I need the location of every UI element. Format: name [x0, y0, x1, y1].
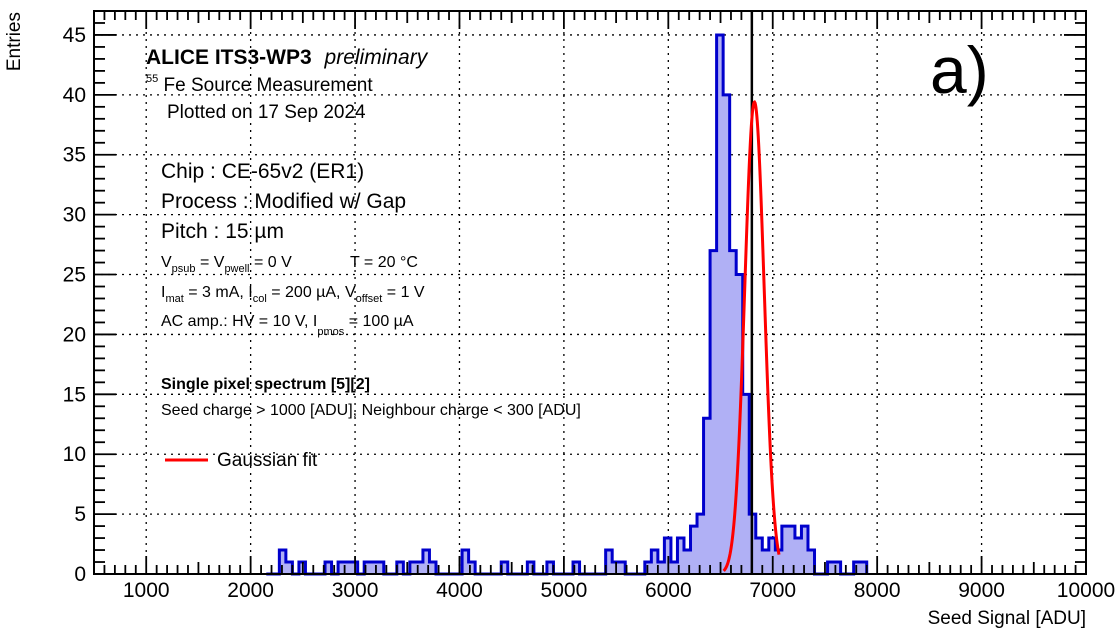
x-tick-label: 5000: [541, 579, 588, 602]
i-pmos-value: = 100 µA: [344, 313, 414, 330]
source-text: Fe Source Measurement: [164, 75, 374, 96]
pitch-label: Pitch : 15 µm: [161, 220, 284, 243]
y-axis-title: Entries: [4, 12, 25, 71]
x-tick-label: 9000: [958, 579, 1005, 602]
y-tick-label: 35: [63, 144, 86, 167]
x-tick-label: 7000: [749, 579, 796, 602]
i-col-sub: col: [253, 293, 267, 305]
ac-amp-label: AC amp.: HV = 10 V, I: [161, 313, 317, 330]
current-line: Imat = 3 mA, Icol = 200 µA, Voffset = 1 …: [161, 284, 425, 305]
y-tick-label: 45: [63, 24, 86, 47]
voltage-line: Vpsub = Vpwell = 0 V: [161, 254, 292, 275]
v-psub-sub: psub: [172, 263, 196, 275]
i-mat-sub: mat: [165, 293, 183, 305]
x-tick-label: 8000: [854, 579, 901, 602]
y-tick-label: 40: [63, 84, 86, 107]
i-col-value: = 200 µA, V: [267, 284, 356, 301]
plot-frame: [93, 10, 1087, 575]
spectrum-label: Single pixel spectrum [5][2]: [161, 376, 370, 393]
x-axis-title: Seed Signal [ADU]: [928, 608, 1086, 629]
v-eq: = V: [196, 254, 225, 271]
gaussian-fit-curve: [722, 99, 781, 572]
tick-labels: 1000 2000 3000 4000 5000 6000 7000 8000 9000 1000…: [63, 24, 1116, 602]
y-tick-label: 5: [74, 503, 86, 526]
chip-label: Chip : CE-65v2 (ER1): [161, 160, 364, 183]
y-tick-label: 20: [63, 323, 86, 346]
x-tick-label: 2000: [227, 579, 274, 602]
v-offset-sub: offset: [356, 293, 383, 305]
y-tick-label: 10: [63, 443, 86, 466]
y-tick-label: 25: [63, 264, 86, 287]
process-label: Process : Modified w/ Gap: [161, 190, 406, 213]
x-tick-label: 1000: [123, 579, 170, 602]
fit-layer: [722, 11, 781, 574]
experiment-header: ALICE ITS3-WP3 preliminary: [146, 46, 429, 69]
legend: Gaussian fit: [165, 450, 318, 471]
ac-amp-line: AC amp.: HV = 10 V, Ipmos = 100 µA: [161, 313, 414, 338]
legend-fit-label: Gaussian fit: [217, 450, 318, 471]
i-label: I: [161, 284, 165, 301]
plotted-date: Plotted on 17 Sep 2024: [167, 102, 366, 123]
isotope-superscript: 55: [146, 73, 158, 85]
x-tick-label: 4000: [436, 579, 483, 602]
cuts-label: Seed charge > 1000 [ADU], Neighbour char…: [161, 402, 581, 419]
x-tick-label: 10000: [1057, 579, 1115, 602]
y-tick-label: 30: [63, 204, 86, 227]
x-tick-label: 3000: [332, 579, 379, 602]
x-tick-label: 6000: [645, 579, 692, 602]
source-line: 55 Fe Source Measurement: [146, 66, 373, 96]
v-value: = 0 V: [250, 254, 293, 271]
i-pmos-sub: pmos: [317, 326, 344, 338]
y-tick-label: 15: [63, 383, 86, 406]
experiment-name: ALICE ITS3-WP3: [146, 46, 312, 69]
preliminary-label: preliminary: [324, 46, 429, 69]
grid-lines: [94, 11, 1086, 574]
v-pwell-sub: pwell: [224, 263, 249, 275]
v-offset-value: = 1 V: [382, 284, 425, 301]
temperature-label: T = 20 °C: [350, 254, 418, 271]
v-label: V: [161, 254, 172, 271]
y-tick-label: 0: [74, 563, 86, 586]
i-mat-value: = 3 mA, I: [184, 284, 253, 301]
panel-label: a): [930, 33, 989, 107]
axes: [93, 10, 1087, 575]
